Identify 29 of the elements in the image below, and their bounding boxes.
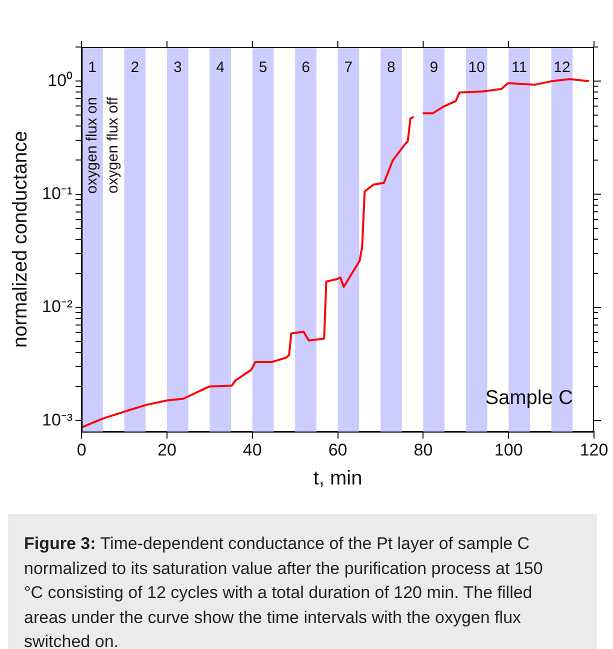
x-tick-label: 100 [494, 440, 523, 460]
band-label: 2 [130, 59, 140, 76]
x-tick-label: 20 [158, 440, 176, 460]
band-label: 9 [430, 59, 438, 76]
x-tick-label: 0 [76, 440, 86, 460]
y-axis-title: normalized conductance [10, 130, 32, 348]
y-tick-label: 10⁰ [48, 70, 73, 90]
band-label: 6 [302, 59, 310, 76]
band-label: 12 [554, 59, 570, 76]
x-tick-label: 40 [242, 440, 262, 460]
x-axis-title: t, min [313, 468, 362, 490]
annotation: oxygen flux off [104, 96, 122, 194]
band-label: 11 [511, 59, 528, 76]
y-tick-label: 10⁻³ [42, 410, 73, 430]
caption: Figure 3: Time-dependent conductance of the Pt layer of sample C normalized to its saturation value after the purification process at 150 °C consisting of 12 cycles with a total duration of 120 min. The filled areas under the curve show the time intervals with the oxygen flux switched on. [24, 533, 544, 649]
x-tick-label: 120 [580, 440, 608, 460]
band-label: 7 [344, 59, 353, 76]
y-tick-label: 10⁻¹ [42, 184, 73, 203]
band-label: 10 [468, 59, 485, 76]
band-label: 3 [173, 59, 182, 76]
annotation: oxygen flux on [83, 97, 100, 194]
x-tick-label: 60 [328, 440, 348, 460]
x-tick-label: 80 [414, 440, 433, 460]
band-label: 1 [88, 59, 96, 76]
band-label: 5 [258, 59, 268, 76]
band-label: 8 [386, 59, 396, 76]
annotation: Sample C [485, 387, 573, 410]
y-tick-label: 10⁻² [42, 297, 73, 316]
band-label: 4 [216, 59, 225, 76]
